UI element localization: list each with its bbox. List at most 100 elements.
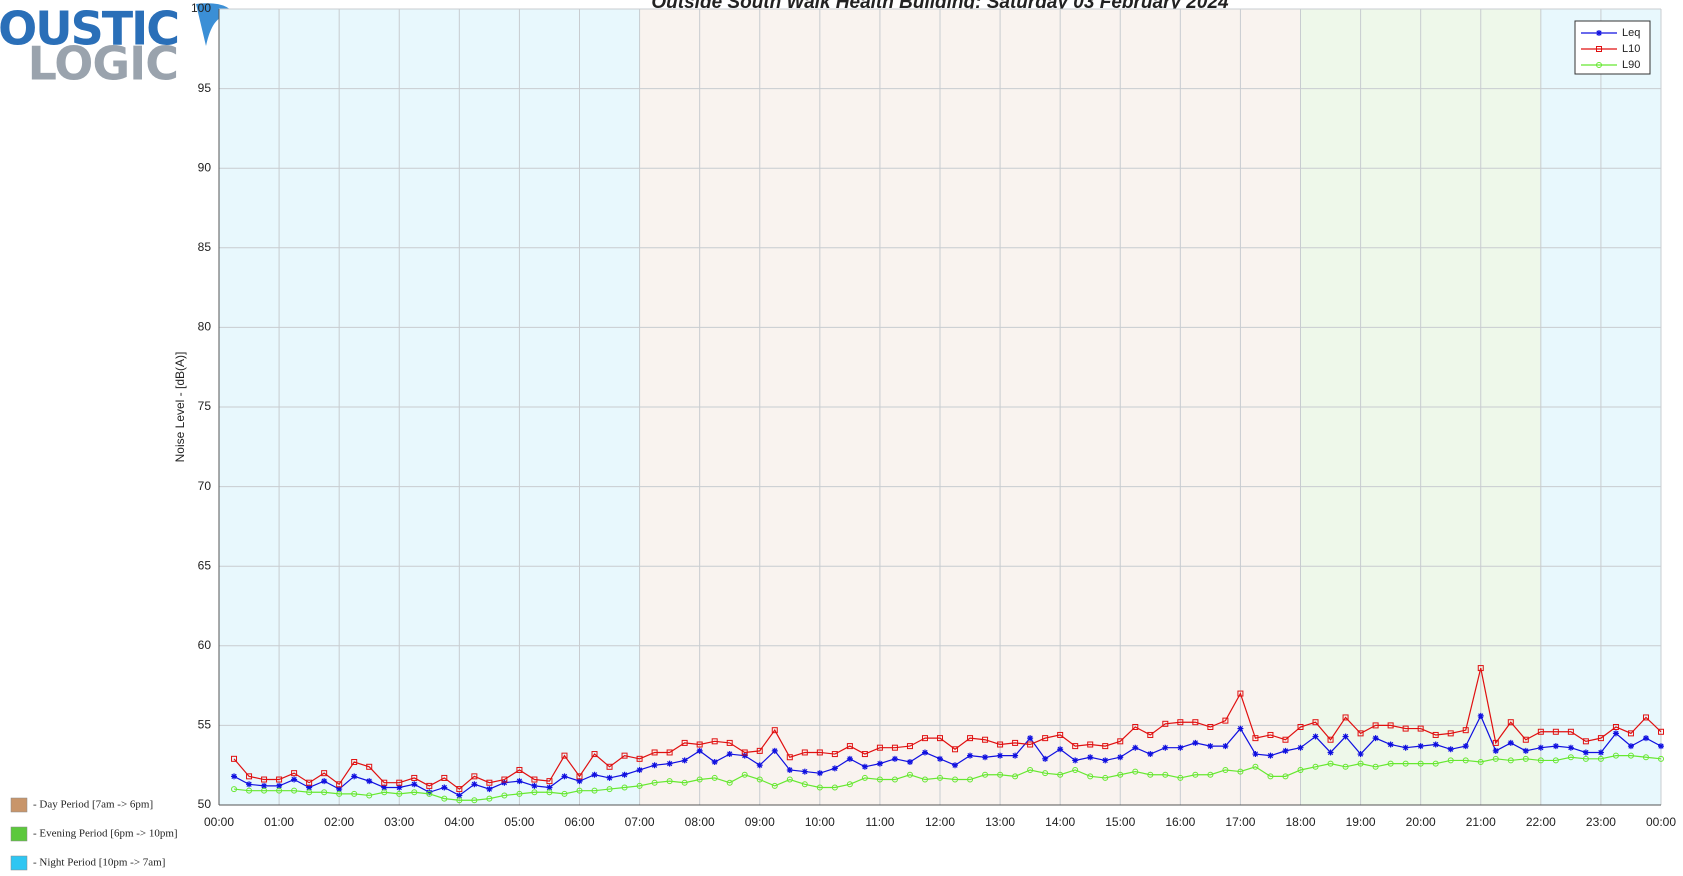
marker	[456, 792, 463, 799]
marker	[1417, 760, 1424, 767]
series	[231, 752, 1664, 804]
marker	[1567, 754, 1574, 761]
marker	[1462, 757, 1469, 764]
marker	[531, 789, 538, 796]
marker	[1537, 728, 1544, 735]
marker	[396, 790, 403, 797]
marker	[681, 739, 688, 746]
marker	[501, 779, 508, 786]
marker	[1237, 725, 1244, 732]
marker	[621, 771, 628, 778]
marker	[486, 795, 493, 802]
x-tick-label: 02:00	[324, 815, 354, 829]
y-tick-label: 100	[191, 1, 211, 15]
marker	[246, 773, 253, 780]
marker	[1357, 760, 1364, 767]
marker	[1162, 720, 1169, 727]
marker	[771, 727, 778, 734]
marker	[366, 792, 373, 799]
marker	[906, 759, 913, 766]
marker	[997, 771, 1004, 778]
marker	[831, 784, 838, 791]
marker	[426, 789, 433, 796]
marker	[1552, 757, 1559, 764]
marker	[967, 776, 974, 783]
marker	[471, 773, 478, 780]
marker	[1612, 752, 1619, 759]
marker	[471, 797, 478, 804]
x-tick-label: 00:00	[204, 815, 234, 829]
marker	[651, 779, 658, 786]
x-tick-label: 03:00	[384, 815, 414, 829]
marker	[982, 754, 989, 761]
marker	[501, 776, 508, 783]
marker	[606, 786, 613, 793]
marker	[846, 755, 853, 762]
marker	[1537, 757, 1544, 764]
marker	[1087, 773, 1094, 780]
y-tick-label: 85	[198, 240, 212, 254]
marker	[1132, 723, 1139, 730]
marker	[1252, 735, 1259, 742]
marker	[1552, 743, 1559, 750]
marker	[576, 773, 583, 780]
marker	[291, 787, 298, 794]
marker	[471, 781, 478, 788]
marker	[1642, 754, 1649, 761]
marker	[1057, 771, 1064, 778]
marker	[1567, 744, 1574, 751]
marker	[816, 784, 823, 791]
marker	[982, 771, 989, 778]
marker	[666, 778, 673, 785]
marker	[1658, 743, 1664, 750]
marker	[336, 786, 343, 793]
marker	[1207, 723, 1214, 730]
marker	[381, 779, 388, 786]
marker	[1432, 741, 1439, 748]
marker	[1627, 743, 1634, 750]
legend-label: L10	[1622, 43, 1640, 55]
marker	[861, 774, 868, 781]
marker	[651, 762, 658, 769]
marker	[1087, 754, 1094, 761]
x-tick-label: 00:00	[1646, 815, 1676, 829]
marker	[1658, 755, 1664, 762]
marker	[1012, 752, 1019, 759]
y-tick-label: 60	[198, 638, 212, 652]
legend-marker	[1596, 62, 1602, 68]
marker	[967, 752, 974, 759]
marker	[1522, 736, 1529, 743]
marker	[1252, 763, 1259, 770]
marker	[891, 744, 898, 751]
marker	[1102, 774, 1109, 781]
marker	[1057, 731, 1064, 738]
marker	[291, 776, 298, 783]
marker	[1207, 771, 1214, 778]
marker	[411, 781, 418, 788]
marker	[456, 786, 463, 793]
marker	[516, 778, 523, 785]
x-tick-label: 17:00	[1225, 815, 1255, 829]
marker	[1267, 752, 1274, 759]
marker	[1102, 757, 1109, 764]
x-tick-label: 18:00	[1285, 815, 1315, 829]
marker	[741, 752, 748, 759]
marker	[771, 782, 778, 789]
marker	[681, 757, 688, 764]
marker	[1042, 755, 1049, 762]
marker	[891, 776, 898, 783]
marker	[1222, 766, 1229, 773]
marker	[1147, 731, 1154, 738]
x-tick-label: 07:00	[625, 815, 655, 829]
marker	[726, 779, 733, 786]
marker	[1372, 722, 1379, 729]
marker	[591, 771, 598, 778]
marker	[1327, 749, 1334, 756]
marker	[591, 751, 598, 758]
marker	[876, 776, 883, 783]
marker	[276, 782, 283, 789]
marker	[876, 760, 883, 767]
marker	[546, 784, 553, 791]
marker	[321, 778, 328, 785]
marker	[1132, 744, 1139, 751]
